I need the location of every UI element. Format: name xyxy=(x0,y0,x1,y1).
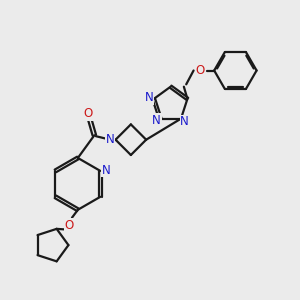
Text: N: N xyxy=(180,115,189,128)
Text: N: N xyxy=(106,133,115,146)
Text: O: O xyxy=(64,219,74,232)
Text: O: O xyxy=(84,107,93,120)
Text: O: O xyxy=(195,64,205,77)
Text: N: N xyxy=(145,91,154,104)
Text: N: N xyxy=(152,114,161,127)
Text: N: N xyxy=(102,164,111,177)
